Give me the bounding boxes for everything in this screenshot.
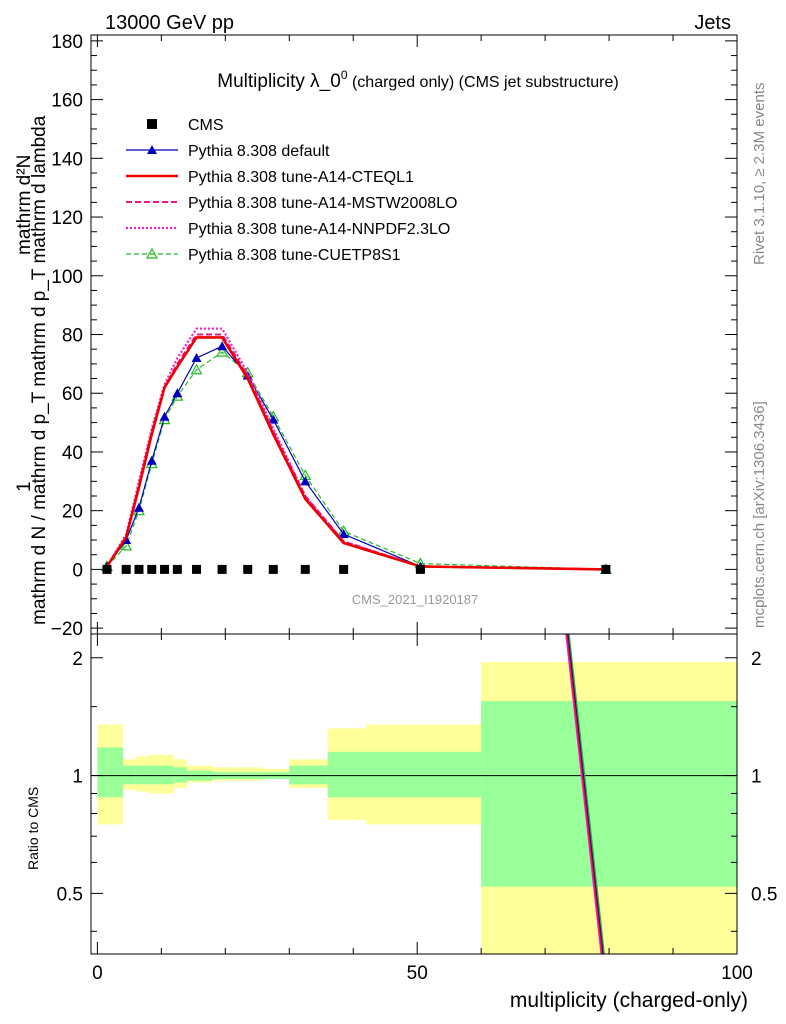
- legend-label-1: Pythia 8.308 default: [188, 143, 330, 160]
- ratio-tick-label-right-1: 1: [751, 767, 762, 788]
- main-panel: −20 0 20 40 60 80 100 120 140 160 180: [51, 32, 738, 640]
- legend-label-3: Pythia 8.308 tune-A14-MSTW2008LO: [188, 195, 457, 212]
- series-marker-5-6: [190, 363, 203, 375]
- chart-title-tail: (charged only) (CMS jet substructure): [348, 74, 619, 91]
- series-marker-1-9: [268, 414, 279, 424]
- series-marker-1-7: [217, 341, 228, 351]
- ratio-band-green-0: [97, 747, 123, 798]
- y-tick-label-0: −20: [51, 619, 83, 640]
- series-marker-1-4: [159, 411, 170, 421]
- y-axis-label-num: mathrm d²N: [14, 155, 35, 255]
- series-marker-5-1: [120, 539, 133, 551]
- legend-label-2: Pythia 8.308 tune-A14-CTEQL1: [188, 169, 414, 186]
- legend-marker-1: [147, 145, 157, 154]
- y-tick-label-3: 40: [62, 443, 83, 464]
- ratio-band-green-2: [135, 765, 149, 785]
- cms-point-7: [217, 564, 227, 574]
- series-marker-1-5: [172, 388, 183, 398]
- ratio-series-line-4: [568, 633, 605, 955]
- y-tick-label-8: 140: [51, 149, 83, 170]
- cms-point-0: [102, 564, 112, 574]
- rivet-label: Rivet 3.1.10, ≥ 2.3M events: [751, 83, 768, 266]
- x-axis-label: multiplicity (charged-only): [510, 989, 748, 1012]
- series-marker-1-10: [300, 476, 311, 486]
- series-marker-1-2: [133, 502, 144, 512]
- cms-point-1: [121, 564, 131, 574]
- series-line-3: [106, 333, 606, 571]
- y-axis-label: mathrm d²N 1 mathrm d N / mathrm d p_T m…: [14, 115, 50, 625]
- y-tick-label-6: 100: [51, 267, 83, 288]
- series-marker-1-3: [146, 455, 157, 465]
- ratio-frame: [90, 633, 738, 955]
- legend-marker-5: [145, 247, 159, 259]
- cms-point-8: [243, 564, 253, 574]
- y-tick-label-7: 120: [51, 208, 83, 229]
- header-right: Jets: [694, 12, 731, 34]
- ratio-tick-label-right-2: 2: [751, 649, 762, 670]
- series-marker-1-11: [338, 529, 349, 539]
- ratio-band-green-3: [148, 765, 175, 785]
- ratio-band-green-11: [366, 751, 482, 798]
- ratio-tick-label-right-0: 0.5: [751, 884, 777, 905]
- x-tick-label-1: 50: [407, 963, 428, 984]
- ratio-tick-label-left-2: 2: [72, 649, 83, 670]
- mcplots-label: mcplots.cern.ch [arXiv:1306.3436]: [751, 401, 768, 628]
- cms-point-5: [172, 564, 182, 574]
- y-axis-label-bottom: mathrm d N / mathrm d p_T mathrm d p_T m…: [29, 115, 50, 625]
- legend: CMS Pythia 8.308 default Pythia 8.308 tune…: [126, 117, 457, 264]
- y-tick-label-2: 20: [62, 502, 83, 523]
- ratio-band-green-4: [174, 767, 187, 783]
- svg-text:Multiplicity λ_00 (charged onl: Multiplicity λ_00 (charged only) (CMS je…: [217, 68, 618, 92]
- legend-swatch-0: [147, 119, 157, 129]
- series-line-5: [106, 351, 606, 571]
- chart-title-sup: 0: [341, 68, 348, 82]
- cms-point-12: [415, 564, 425, 574]
- ratio-series-line-2: [566, 633, 604, 955]
- cms-point-13: [601, 564, 611, 574]
- cms-point-6: [192, 564, 202, 574]
- y-tick-label-9: 160: [51, 91, 83, 112]
- watermark: CMS_2021_I1920187: [352, 592, 479, 607]
- y-tick-label-4: 60: [62, 384, 83, 405]
- ratio-series-line-1: [566, 633, 603, 955]
- y-tick-label-1: 0: [72, 560, 83, 581]
- y-axis-label-top: 1: [14, 481, 35, 492]
- series-line-2: [105, 336, 606, 571]
- legend-label-0: CMS: [188, 117, 224, 134]
- cms-point-2: [134, 564, 144, 574]
- x-tick-label-0: 0: [92, 963, 103, 984]
- header-left: 13000 GeV pp: [105, 12, 234, 34]
- cms-point-9: [268, 564, 278, 574]
- ratio-series-line-3: [567, 633, 605, 955]
- cms-point-10: [300, 564, 310, 574]
- ratio-band-green-9: [289, 765, 328, 785]
- chart-title-main: Multiplicity λ_0: [217, 71, 341, 92]
- y-tick-label-10: 180: [51, 32, 83, 53]
- series-line-1: [106, 345, 606, 571]
- cms-point-3: [147, 564, 157, 574]
- ratio-series-line-0: [565, 633, 602, 955]
- legend-label-4: Pythia 8.308 tune-A14-NNPDF2.3LO: [188, 221, 450, 238]
- ratio-y-label: Ratio to CMS: [25, 787, 41, 870]
- ratio-panel: 0 50 100 0.5 0.5 1 1 2 2: [57, 633, 777, 984]
- series-line-4: [106, 327, 606, 571]
- cms-point-11: [339, 564, 349, 574]
- ratio-band-green-10: [327, 751, 367, 798]
- legend-label-5: Pythia 8.308 tune-CUETP8S1: [188, 247, 401, 264]
- ratio-band-green-12: [481, 701, 737, 887]
- y-tick-label-5: 80: [62, 326, 83, 347]
- series-marker-5-7: [216, 345, 229, 357]
- ratio-tick-label-left-1: 1: [72, 767, 83, 788]
- chart-title: Multiplicity λ_00 (charged only) (CMS je…: [217, 68, 618, 92]
- ratio-band-green-1: [122, 765, 136, 785]
- series-marker-1-6: [191, 352, 202, 362]
- ratio-tick-label-left-0: 0.5: [57, 884, 83, 905]
- cms-point-4: [160, 564, 170, 574]
- x-tick-label-2: 100: [721, 963, 753, 984]
